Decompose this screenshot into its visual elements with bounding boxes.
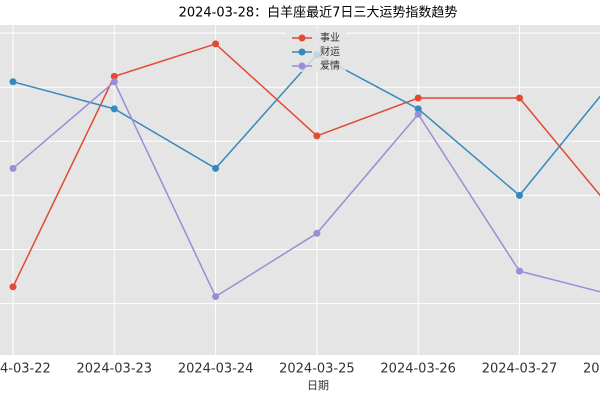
data-point [313, 229, 321, 237]
x-tick-label: 2024-03-27 [482, 362, 558, 377]
data-point [110, 105, 118, 113]
data-point [516, 267, 523, 275]
x-tick-label: 2024-03-24 [178, 362, 254, 377]
data-point [516, 191, 523, 199]
data-point [212, 40, 220, 48]
data-point [212, 164, 220, 172]
legend-label: 财运 [320, 45, 340, 58]
legend-label: 事业 [320, 31, 340, 44]
x-tick-label: 2024-03-25 [279, 362, 355, 377]
legend-box [286, 28, 346, 72]
x-axis-label: 日期 [307, 379, 329, 392]
x-tick-label: 2024-03-22 [0, 362, 51, 377]
data-point [9, 78, 17, 86]
data-point [414, 105, 422, 113]
data-point [313, 132, 321, 140]
data-point [414, 110, 422, 118]
x-tick-label: 2024-03-28 [583, 362, 600, 377]
data-point [110, 72, 118, 80]
legend-marker [298, 34, 306, 42]
data-point [9, 164, 17, 172]
data-point [9, 283, 17, 291]
data-point [110, 78, 118, 86]
legend-marker [298, 48, 306, 56]
legend-marker [298, 62, 306, 70]
data-point [212, 293, 220, 301]
legend-label: 爱情 [320, 59, 340, 72]
data-point [414, 94, 422, 102]
chart-title: 2024-03-28：白羊座最近7日三大运势指数趋势 [179, 5, 458, 21]
plot-background [0, 25, 600, 355]
x-tick-label: 2024-03-26 [380, 362, 456, 377]
x-tick-label: 2024-03-23 [77, 362, 153, 377]
data-point [516, 94, 523, 102]
